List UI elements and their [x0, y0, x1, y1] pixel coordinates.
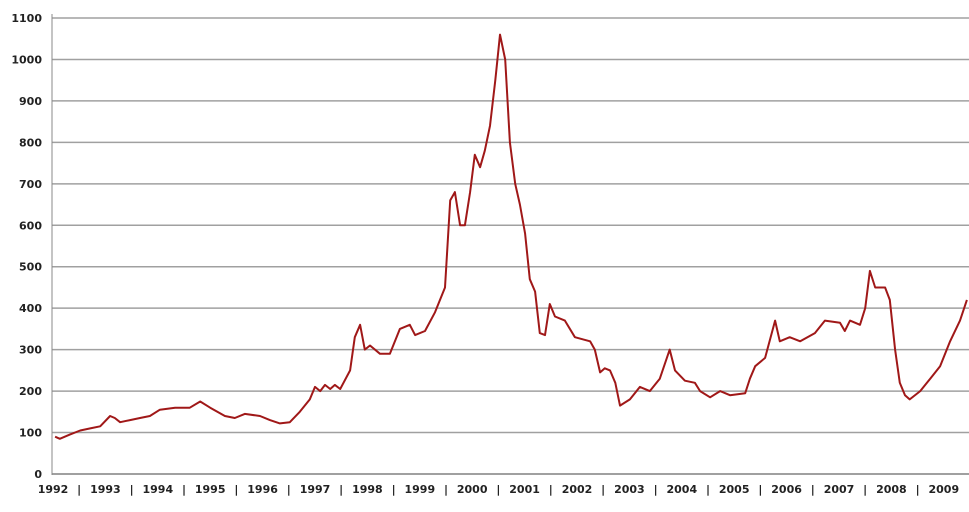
x-tick-separator: | [863, 483, 867, 496]
y-axis-ticks: 0 100 200 300 400 500 600 700 800 900 1000 1100 [11, 12, 42, 481]
x-tick-separator: | [130, 483, 134, 496]
x-tick-label: 1997 [300, 483, 331, 496]
x-tick-separator: | [234, 483, 238, 496]
x-tick-label: 1996 [247, 483, 278, 496]
x-tick-separator: | [182, 483, 186, 496]
x-tick-separator: | [392, 483, 396, 496]
x-tick-separator: | [444, 483, 448, 496]
y-tick-label: 700 [19, 178, 42, 191]
x-tick-separator: | [496, 483, 500, 496]
x-tick-label: 2006 [771, 483, 802, 496]
y-tick-label: 600 [19, 219, 42, 232]
y-tick-label: 400 [19, 302, 42, 315]
x-tick-separator: | [339, 483, 343, 496]
y-tick-label: 1000 [11, 53, 42, 66]
x-tick-separator: | [549, 483, 553, 496]
x-tick-label: 1994 [142, 483, 173, 496]
x-tick-label: 2008 [876, 483, 907, 496]
x-tick-separator: | [811, 483, 815, 496]
x-tick-separator: | [758, 483, 762, 496]
y-tick-label: 500 [19, 261, 42, 274]
x-tick-label: 1995 [195, 483, 226, 496]
y-tick-label: 800 [19, 136, 42, 149]
x-tick-separator: | [601, 483, 605, 496]
y-tick-label: 0 [34, 468, 42, 481]
y-tick-label: 200 [19, 385, 42, 398]
x-tick-label: 1993 [90, 483, 121, 496]
x-tick-label: 2004 [666, 483, 697, 496]
y-tick-label: 1100 [11, 12, 42, 25]
x-tick-separator: | [287, 483, 291, 496]
x-tick-separator: | [916, 483, 920, 496]
y-tick-label: 900 [19, 95, 42, 108]
x-tick-label: 2002 [562, 483, 593, 496]
x-tick-label: 2009 [928, 483, 959, 496]
x-tick-label: 2000 [457, 483, 488, 496]
x-tick-label: 1998 [352, 483, 383, 496]
gridlines [52, 17, 969, 475]
y-tick-label: 100 [19, 427, 42, 440]
x-tick-separator: | [77, 483, 81, 496]
x-tick-separator: | [654, 483, 658, 496]
x-tick-label: 2003 [614, 483, 645, 496]
x-tick-label: 1992 [38, 483, 69, 496]
x-tick-label: 2007 [824, 483, 855, 496]
x-tick-label: 2001 [509, 483, 540, 496]
x-tick-separator: | [706, 483, 710, 496]
x-tick-label: 2005 [719, 483, 750, 496]
y-tick-label: 300 [19, 344, 42, 357]
x-tick-separator: | [968, 483, 969, 496]
x-axis-ticks: 1992 | 1993 | 1994 | 1995 | 1996 | 1997 | 1998 | 1999 |… [38, 483, 969, 496]
series-line [54, 33, 968, 440]
x-tick-label: 1999 [404, 483, 435, 496]
